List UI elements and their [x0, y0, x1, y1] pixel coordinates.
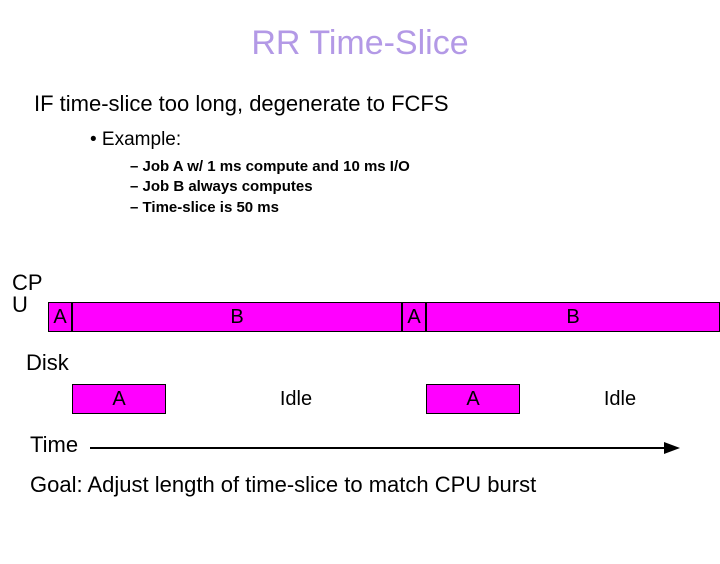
time-label: Time — [30, 432, 78, 458]
sub-item: – Time-slice is 50 ms — [130, 198, 720, 218]
disk-label: Disk — [26, 350, 69, 376]
sub-item: – Job B always computes — [130, 177, 720, 197]
idle-label: Idle — [166, 388, 426, 411]
example-sub-list: – Job A w/ 1 ms compute and 10 ms I/O – … — [130, 157, 720, 218]
sub-item: – Job A w/ 1 ms compute and 10 ms I/O — [130, 157, 720, 177]
spacer — [48, 384, 72, 414]
cpu-bar: B — [426, 302, 720, 332]
intro-text: IF time-slice too long, degenerate to FC… — [34, 91, 720, 117]
disk-bar: A — [426, 384, 520, 414]
goal-text: Goal: Adjust length of time-slice to mat… — [30, 472, 536, 498]
time-arrow — [90, 442, 680, 454]
idle-label: Idle — [520, 388, 720, 411]
disk-bar: A — [72, 384, 166, 414]
page-title: RR Time-Slice — [0, 24, 720, 63]
disk-timeline: AIdleAIdle — [48, 384, 720, 414]
cpu-bar: A — [402, 302, 426, 332]
example-label: • Example: — [90, 129, 720, 151]
cpu-timeline: ABAB — [48, 302, 720, 332]
cpu-bar: B — [72, 302, 402, 332]
cpu-bar: A — [48, 302, 72, 332]
cpu-label: CPU — [12, 272, 43, 316]
